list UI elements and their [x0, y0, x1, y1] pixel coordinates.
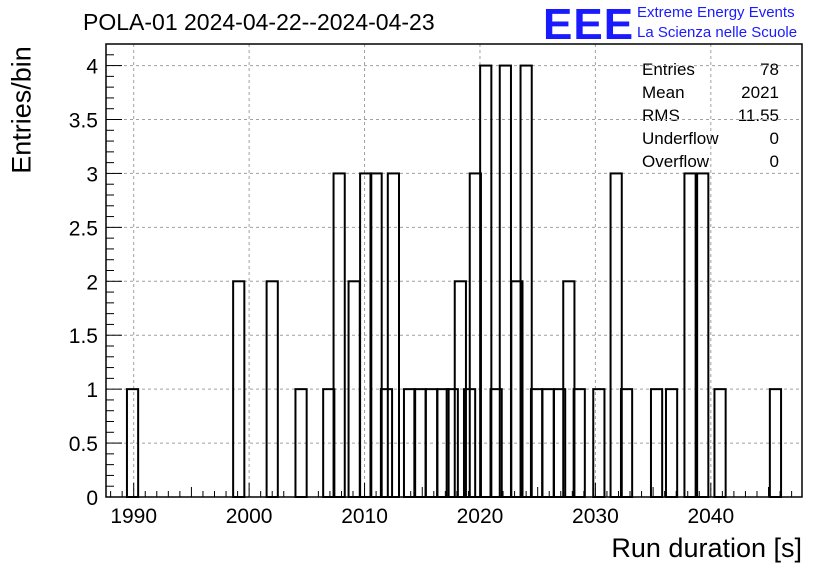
stat-rms-value: 11.55	[737, 106, 779, 125]
y-tick-label: 0	[86, 487, 98, 510]
x-tick-label: 2010	[341, 505, 388, 528]
stat-rms-label: RMS	[642, 106, 680, 125]
y-tick-label: 1	[86, 379, 98, 402]
chart-title: POLA-01 2024-04-22--2024-04-23	[83, 9, 435, 35]
y-tick-label: 0.5	[69, 433, 98, 456]
stat-overflow-value: 0	[769, 152, 779, 171]
y-tick-label: 4	[86, 56, 98, 79]
y-tick-label: 2	[86, 271, 98, 294]
eee-logo-mark: EEE	[543, 0, 635, 49]
stat-underflow-value: 0	[769, 129, 779, 148]
x-tick-label: 2020	[457, 505, 504, 528]
stat-mean-value: 2021	[741, 83, 779, 102]
stat-entries-label: Entries	[642, 60, 695, 79]
x-tick-label: 2030	[572, 505, 619, 528]
y-tick-label: 2.5	[69, 217, 98, 240]
stat-overflow-label: Overflow	[642, 152, 710, 171]
y-tick-label: 1.5	[69, 325, 98, 348]
x-tick-label: 1990	[110, 505, 157, 528]
logo-line-2: La Scienza nelle Scuole	[637, 24, 798, 41]
stat-entries-value: 78	[760, 60, 779, 79]
stat-underflow-label: Underflow	[642, 129, 719, 148]
y-tick-label: 3	[86, 163, 98, 186]
x-tick-label: 2040	[687, 505, 734, 528]
x-tick-label: 2000	[226, 505, 273, 528]
stat-mean-label: Mean	[642, 83, 685, 102]
y-tick-label: 3.5	[69, 110, 98, 133]
logo-line-1: Extreme Energy Events	[637, 4, 795, 21]
x-axis-title: Run duration [s]	[611, 533, 802, 563]
